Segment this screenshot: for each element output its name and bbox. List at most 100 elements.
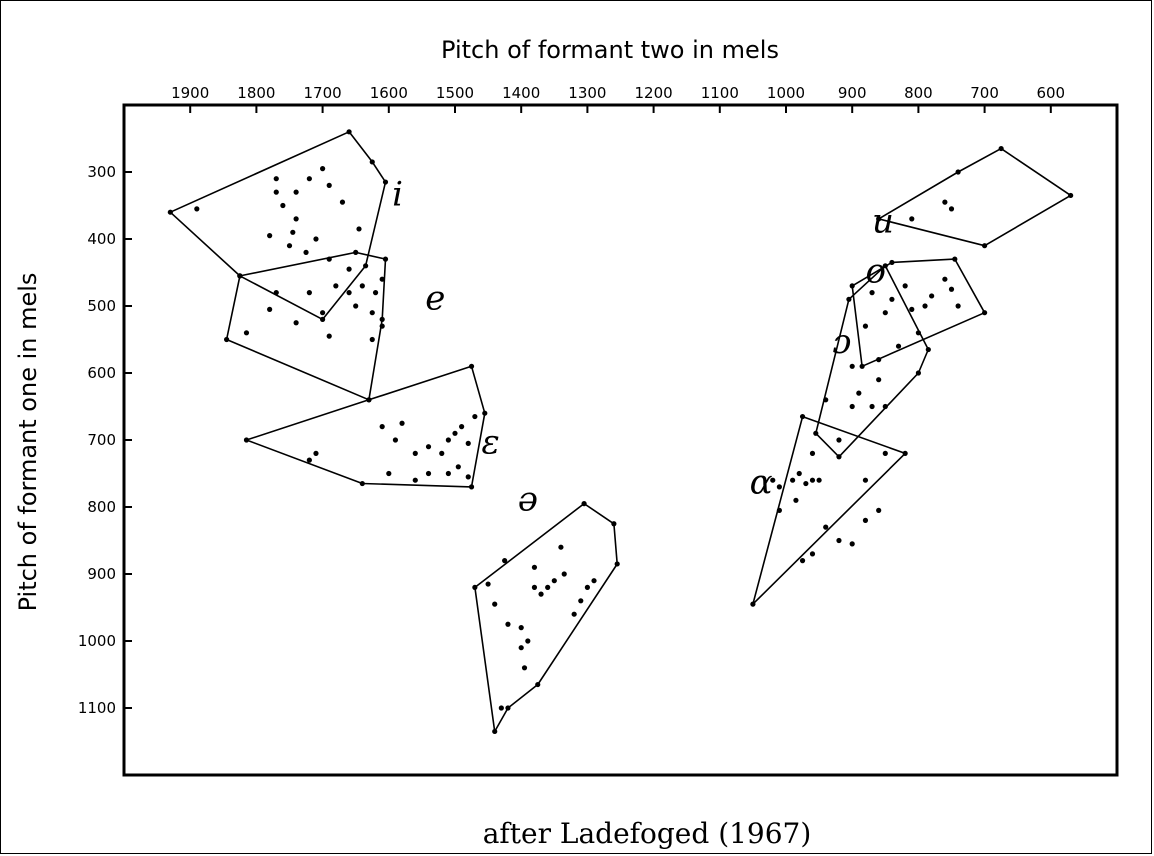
data-point <box>459 424 465 430</box>
data-point <box>770 477 776 483</box>
data-point <box>303 249 309 255</box>
data-point <box>372 290 379 296</box>
data-point <box>359 283 365 289</box>
data-point <box>584 584 591 591</box>
data-point <box>525 638 531 644</box>
x-tick-label: 1800 <box>237 84 275 102</box>
data-point <box>876 357 882 363</box>
data-point <box>849 363 855 369</box>
data-point <box>790 477 796 483</box>
hull-vertex-point <box>836 454 842 460</box>
data-point <box>799 558 806 564</box>
x-tick-label: 700 <box>970 84 999 102</box>
hull-vertex-point <box>998 145 1004 152</box>
data-point <box>326 256 332 262</box>
y-axis-title: Pitch of formant one in mels <box>14 273 42 612</box>
data-point <box>386 470 392 477</box>
vowel-labels: i e ɛə uoɔ ɑ <box>392 175 894 520</box>
hull-vertex-point <box>379 316 385 322</box>
data-point <box>909 306 915 312</box>
data-point <box>862 477 869 483</box>
data-point <box>909 216 915 222</box>
data-point <box>922 303 928 309</box>
data-point <box>445 470 451 477</box>
hull-vertex-point <box>353 249 359 255</box>
hull-vertex-point <box>799 413 806 420</box>
hull-vertex-point <box>952 256 958 262</box>
data-point <box>776 507 782 513</box>
data-point <box>452 430 458 436</box>
y-tick-label: 500 <box>87 297 116 315</box>
data-point <box>929 293 935 299</box>
x-tick-label: 1500 <box>436 84 474 102</box>
vowel-region-u <box>877 147 1072 247</box>
hull-vertex-point <box>366 397 372 403</box>
hull-vertex-point <box>902 450 908 456</box>
data-point <box>545 584 551 591</box>
y-tick-label: 900 <box>87 565 116 583</box>
data-point <box>521 665 528 671</box>
data-point <box>942 199 948 205</box>
x-tick-label: 1600 <box>370 84 408 102</box>
x-tick-label: 1100 <box>701 84 739 102</box>
data-point <box>273 176 279 182</box>
data-point <box>412 477 418 483</box>
hull-vertex-point <box>813 430 819 436</box>
x-tick-label: 800 <box>904 84 933 102</box>
data-point <box>320 310 326 316</box>
vowel-region-ɑ <box>752 415 907 605</box>
data-point <box>313 236 319 242</box>
data-point <box>849 541 855 547</box>
data-point <box>293 189 299 195</box>
data-point <box>243 330 250 336</box>
data-point <box>793 497 799 503</box>
data-point <box>862 323 869 329</box>
data-point <box>816 477 822 483</box>
hull-vertex-point <box>382 179 389 185</box>
data-point <box>320 166 326 172</box>
data-point <box>356 226 362 232</box>
data-point <box>465 474 471 480</box>
data-point <box>561 571 567 577</box>
data-point <box>823 397 829 403</box>
data-point <box>856 390 862 396</box>
hull-vertex-point <box>359 480 365 487</box>
data-point <box>809 551 816 557</box>
data-point <box>776 484 782 490</box>
data-point <box>538 591 544 597</box>
hull-vertex-point <box>320 316 326 322</box>
data-point <box>485 581 491 587</box>
hull-vertex-point <box>982 243 988 249</box>
hull-vertex-point <box>492 728 498 735</box>
data-point <box>455 464 461 470</box>
y-tick-label: 300 <box>87 163 116 181</box>
data-point <box>849 403 855 410</box>
hull-vertex-point <box>243 437 250 443</box>
data-point <box>531 564 538 570</box>
hull-vertex-point <box>369 159 375 165</box>
x-tick-label: 1900 <box>171 84 209 102</box>
hull-vertex-point <box>876 216 882 222</box>
data-point <box>558 544 564 550</box>
hull-vertex-point <box>468 363 475 369</box>
vowel-label-ɔ: ɔ <box>832 322 851 362</box>
data-points <box>167 129 1074 735</box>
y-tick-label: 800 <box>87 498 116 516</box>
data-point <box>333 283 339 289</box>
x-tick-label: 1200 <box>635 84 673 102</box>
hull-vertex-point <box>750 601 756 607</box>
x-tick-label: 1700 <box>304 84 342 102</box>
x-tick-label: 900 <box>838 84 867 102</box>
data-point <box>809 477 816 483</box>
hull-vertex-point <box>846 296 852 302</box>
data-point <box>267 306 273 312</box>
data-point <box>425 444 432 450</box>
data-point <box>551 578 557 584</box>
data-point <box>948 206 955 212</box>
y-tick-label: 1000 <box>78 632 116 650</box>
data-point <box>273 290 279 296</box>
data-point <box>492 601 498 607</box>
x-axis-title: Pitch of formant two in mels <box>441 36 779 64</box>
